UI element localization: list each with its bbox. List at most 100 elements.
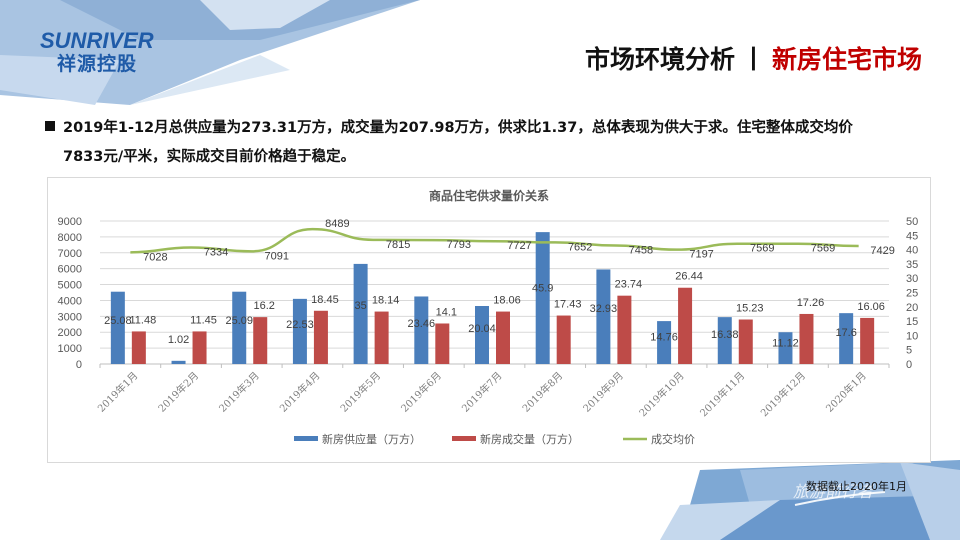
svg-text:17.6: 17.6 (835, 327, 856, 339)
chart-container: 商品住宅供求量价关系 0 1000 2000 3000 4000 5000 6000 7000… (47, 177, 931, 463)
deal-bar (131, 331, 146, 364)
title-main: 市场环境分析 (584, 45, 735, 74)
gridlines (99, 220, 890, 368)
supply-bar (535, 232, 550, 364)
svg-text:20.04: 20.04 (468, 323, 496, 335)
svg-text:17.43: 17.43 (554, 299, 582, 311)
deal-bar (617, 295, 632, 364)
svg-text:5: 5 (906, 345, 912, 357)
supply-bar (778, 332, 793, 364)
svg-text:17.26: 17.26 (797, 297, 825, 309)
svg-text:20: 20 (906, 302, 918, 314)
page-title: 市场环境分析丨新房住宅市场 (585, 40, 922, 76)
svg-text:7569: 7569 (811, 243, 835, 255)
svg-text:新房成交量（万方）: 新房成交量（万方） (480, 432, 579, 446)
svg-text:45.9: 45.9 (532, 282, 553, 294)
supply-bar (839, 313, 854, 364)
supply-bar (596, 269, 611, 364)
summary-line-1: 2019年1-12月总供应量为273.31万方，成交量为207.98万方，供求比… (63, 120, 853, 136)
svg-text:25.09: 25.09 (225, 315, 253, 327)
deal-bar (374, 311, 389, 364)
svg-text:2019年4月: 2019年4月 (277, 369, 323, 415)
svg-text:30: 30 (906, 273, 918, 285)
logo-english: SUNRIVER (40, 28, 154, 53)
supply-bar (717, 317, 732, 364)
svg-text:2019年11月: 2019年11月 (697, 369, 747, 419)
deal-bar (678, 287, 693, 364)
svg-text:11.45: 11.45 (190, 314, 217, 326)
svg-text:1.02: 1.02 (168, 334, 189, 346)
supply-bar (232, 291, 247, 364)
svg-text:2019年9月: 2019年9月 (580, 369, 626, 415)
deal-bar (435, 323, 450, 364)
supply-bar (353, 263, 368, 364)
svg-text:7458: 7458 (629, 245, 653, 257)
svg-text:7334: 7334 (204, 246, 228, 258)
deal-bar (496, 311, 510, 364)
svg-text:11.12: 11.12 (772, 338, 799, 350)
svg-text:14.1: 14.1 (436, 306, 457, 318)
svg-text:2019年12月: 2019年12月 (758, 369, 808, 419)
deal-bar (192, 331, 207, 364)
svg-text:2019年6月: 2019年6月 (398, 369, 444, 415)
svg-text:23.74: 23.74 (615, 279, 643, 291)
supply-bar (475, 306, 489, 364)
title-separator: 丨 (740, 45, 766, 74)
svg-text:22.53: 22.53 (286, 319, 314, 331)
deal-bar (313, 310, 328, 364)
svg-text:7569: 7569 (750, 243, 774, 255)
svg-text:2019年10月: 2019年10月 (636, 369, 686, 419)
supply-bar (110, 291, 125, 364)
logo-chinese: 祥源控股 (57, 53, 138, 75)
svg-text:26.44: 26.44 (675, 271, 703, 283)
deal-bar (556, 315, 571, 364)
svg-text:7028: 7028 (143, 251, 167, 263)
x-axis: 2019年1月 2019年2月 2019年3月 2019年4月 2019年5月 2019年… (95, 369, 869, 419)
svg-text:4000: 4000 (58, 295, 82, 307)
svg-text:0: 0 (76, 359, 82, 371)
svg-text:10: 10 (906, 330, 918, 342)
svg-text:11.48: 11.48 (129, 314, 156, 326)
svg-text:1000: 1000 (58, 343, 82, 355)
svg-text:7793: 7793 (447, 239, 471, 251)
svg-text:50: 50 (906, 216, 918, 228)
svg-text:8489: 8489 (325, 218, 349, 230)
svg-text:7197: 7197 (689, 249, 713, 261)
summary-bullet: 2019年1-12月总供应量为273.31万方，成交量为207.98万方，供求比… (45, 114, 925, 172)
svg-text:2019年8月: 2019年8月 (519, 369, 565, 415)
svg-text:7000: 7000 (58, 248, 82, 260)
svg-text:7429: 7429 (870, 245, 894, 257)
bar-series (110, 232, 875, 364)
svg-text:5000: 5000 (58, 280, 82, 292)
svg-text:9000: 9000 (58, 216, 82, 228)
svg-text:18.14: 18.14 (372, 295, 400, 307)
svg-text:16.38: 16.38 (711, 329, 739, 341)
svg-text:14.76: 14.76 (650, 331, 678, 343)
svg-text:7091: 7091 (264, 250, 288, 262)
supply-bar (171, 360, 186, 364)
supply-bar (292, 298, 307, 364)
title-highlight: 新房住宅市场 (771, 45, 922, 74)
svg-text:23.46: 23.46 (408, 318, 436, 330)
chart-title: 商品住宅供求量价关系 (429, 188, 549, 203)
deal-bar (860, 317, 875, 364)
avg-price-line (130, 227, 859, 254)
combo-chart: 商品住宅供求量价关系 0 1000 2000 3000 4000 5000 6000 7000… (58, 188, 919, 446)
svg-text:7652: 7652 (568, 241, 592, 253)
deal-bar (253, 317, 268, 364)
svg-text:32.93: 32.93 (590, 303, 618, 315)
supply-bar (414, 296, 429, 364)
svg-text:15.23: 15.23 (736, 303, 764, 315)
svg-text:16.06: 16.06 (857, 301, 885, 313)
line-series (130, 227, 859, 254)
svg-text:3000: 3000 (58, 311, 82, 323)
svg-text:45: 45 (906, 230, 918, 242)
y-axis-right: 0 5 10 15 20 25 30 35 40 45 50 (906, 216, 918, 371)
svg-text:25.08: 25.08 (104, 315, 132, 327)
svg-text:2019年3月: 2019年3月 (216, 369, 262, 415)
svg-text:2019年7月: 2019年7月 (459, 369, 505, 415)
y-axis-left: 0 1000 2000 3000 4000 5000 6000 7000 8000 9000 (58, 216, 82, 371)
supply-bar (657, 321, 672, 364)
